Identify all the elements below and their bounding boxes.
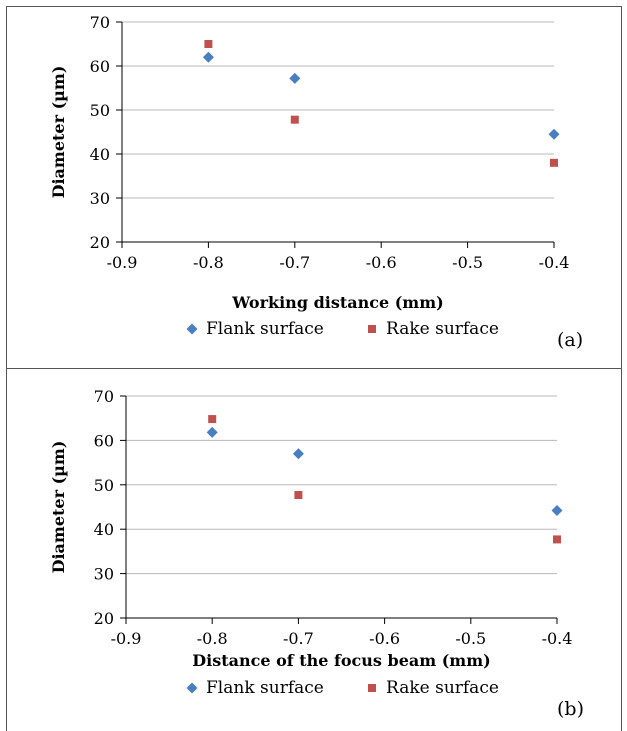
y-tick-label-a-4: 60: [90, 57, 110, 76]
chart-panel-a: 20 30 40 50 60 70 -0.9 -0.8 -0.7 -0.6 -0.5 -0.4 Work…: [49, 13, 583, 351]
y-axis-title-a: Diameter (µm): [49, 66, 68, 199]
legend-marker-b-rake-surface: [368, 684, 376, 692]
y-tick-label-a-5: 70: [90, 13, 110, 32]
x-tick-label-a-2: -0.7: [279, 253, 310, 272]
y-tick-label-a-2: 40: [90, 145, 110, 164]
x-tick-label-b-5: -0.4: [542, 629, 573, 648]
y-tick-label-a-1: 30: [90, 189, 110, 208]
legend-label-b-flank-surface: Flank surface: [206, 678, 324, 698]
point-b-rake-surface-1: [294, 491, 303, 500]
x-tick-label-a-5: -0.4: [539, 253, 570, 272]
x-tick-label-b-4: -0.5: [455, 629, 486, 648]
x-tick-label-a-1: -0.8: [193, 253, 224, 272]
point-a-flank-surface-1: [289, 72, 301, 84]
point-b-rake-surface-0: [208, 415, 217, 424]
y-tick-label-a-3: 50: [90, 101, 110, 120]
x-tick-label-a-3: -0.6: [366, 253, 397, 272]
point-a-rake-surface-1: [290, 115, 299, 124]
x-axis-title-b: Distance of the focus beam (mm): [192, 651, 490, 670]
x-tick-label-b-0: -0.9: [111, 629, 142, 648]
point-a-rake-surface-0: [204, 40, 213, 48]
legend-marker-b-flank-surface: [186, 682, 198, 694]
panel-label-b: (b): [557, 698, 584, 720]
y-tick-label-b-1: 30: [94, 565, 114, 584]
point-a-flank-surface-2: [548, 128, 560, 140]
panel-divider: [6, 368, 622, 369]
point-b-rake-surface-2: [553, 535, 561, 544]
y-tick-label-b-5: 70: [94, 387, 114, 406]
x-tick-label-b-3: -0.6: [369, 629, 400, 648]
legend-label-a-flank-surface: Flank surface: [206, 319, 324, 339]
y-tick-label-b-2: 40: [94, 520, 114, 539]
legend-label-a-rake-surface: Rake surface: [386, 319, 499, 339]
point-b-flank-surface-2: [551, 505, 563, 517]
legend-label-b-rake-surface: Rake surface: [386, 678, 499, 698]
legend-marker-a-rake-surface: [368, 325, 376, 333]
x-tick-label-a-0: -0.9: [107, 253, 138, 272]
x-tick-label-b-1: -0.8: [197, 629, 228, 648]
point-b-flank-surface-0: [206, 426, 218, 438]
y-tick-label-b-3: 50: [94, 476, 114, 495]
x-tick-label-a-4: -0.5: [452, 253, 483, 272]
x-tick-label-b-2: -0.7: [283, 629, 314, 648]
y-axis-title-b: Diameter (µm): [49, 441, 68, 574]
y-tick-label-b-4: 60: [94, 431, 114, 450]
panel-label-a: (a): [557, 329, 583, 351]
chart-panel-b: 20 30 40 50 60 70 -0.9 -0.8 -0.7 -0.6 -0.5 -0.4 Dist…: [49, 387, 584, 720]
y-tick-label-a-0: 20: [90, 233, 110, 252]
figure-border-top: [6, 6, 622, 7]
y-tick-label-b-0: 20: [94, 609, 114, 628]
x-axis-title-a: Working distance (mm): [231, 293, 443, 312]
point-a-flank-surface-0: [202, 51, 214, 63]
legend-marker-a-flank-surface: [186, 323, 198, 335]
point-b-flank-surface-1: [292, 448, 304, 460]
point-a-rake-surface-2: [550, 158, 558, 167]
